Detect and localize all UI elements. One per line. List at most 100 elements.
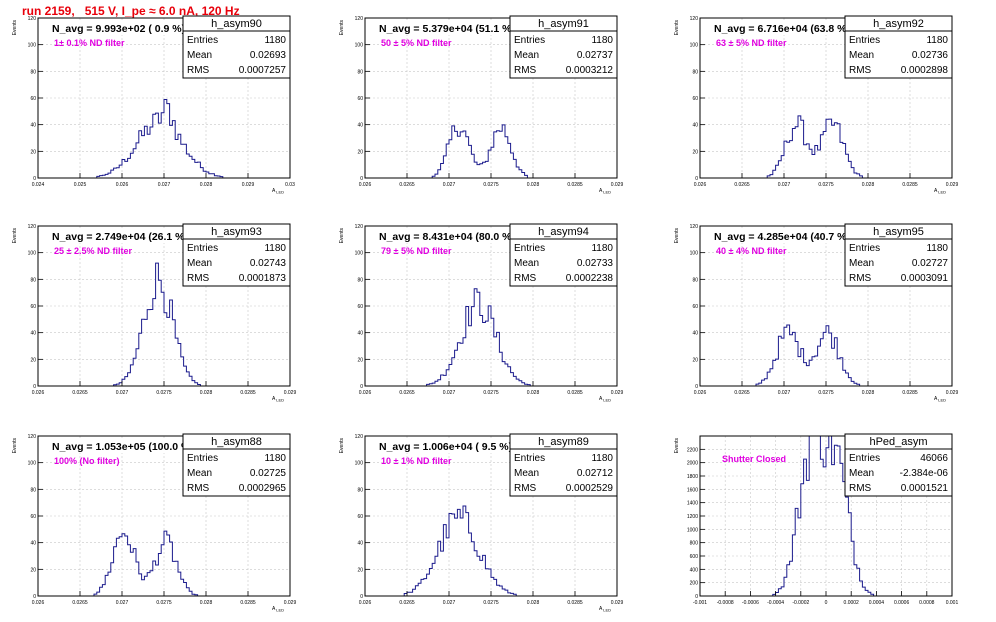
y-tick-label: 20	[30, 149, 36, 155]
histogram-name: h_asym94	[538, 226, 589, 238]
y-axis-label: Events	[674, 438, 680, 454]
x-tick-label: 0.028	[527, 182, 540, 188]
stat-label: RMS	[849, 273, 872, 284]
x-tick-label: 0.027	[116, 600, 129, 606]
x-tick-label: 0.026	[32, 390, 45, 396]
x-tick-label: 0.028	[862, 182, 875, 188]
x-tick-label: -0.0004	[767, 600, 784, 606]
x-tick-label: 0.029	[611, 390, 624, 396]
stat-value: 0.02725	[250, 468, 287, 479]
stat-label: Entries	[849, 35, 880, 46]
stats-box	[182, 15, 291, 79]
histogram-name: h_asym88	[211, 436, 262, 448]
plot-h_asym95: 0.026 0.0265 0.027 0.0275 0.028 0.0285 0.029 0 2…	[674, 223, 959, 403]
x-tick-label: 0.0275	[483, 390, 499, 396]
histogram-name: hPed_asym	[869, 436, 927, 448]
y-tick-label: 20	[692, 357, 698, 363]
navg-box	[368, 439, 533, 453]
x-tick-label: 0.028	[200, 600, 213, 606]
plot-h_asym93: 0.026 0.0265 0.027 0.0275 0.028 0.0285 0.029 0 2…	[12, 223, 296, 403]
x-axis-label: ALED	[272, 396, 284, 403]
stats-box	[509, 15, 618, 79]
annotation-text: 63 ± 5% ND filter	[716, 38, 787, 48]
stat-label: RMS	[187, 65, 210, 76]
x-tick-label: 0.0285	[567, 390, 583, 396]
x-tick-label: 0.0265	[399, 390, 415, 396]
x-axis-label-sub: LED	[276, 190, 284, 195]
stat-value: 1180	[591, 35, 613, 46]
stats-box	[844, 433, 953, 497]
x-tick-label: 0.0285	[567, 600, 583, 606]
y-tick-label: 120	[690, 224, 699, 230]
x-tick-label: 0.026	[359, 390, 372, 396]
x-tick-label: 0.027	[443, 600, 456, 606]
x-tick-label: 0.0008	[919, 600, 935, 606]
x-tick-label: 0.029	[946, 390, 959, 396]
stat-label: RMS	[514, 273, 537, 284]
stat-value: 0.0002965	[239, 483, 287, 494]
y-tick-label: 60	[692, 96, 698, 102]
stat-label: Mean	[514, 50, 539, 61]
stat-label: Mean	[514, 258, 539, 269]
stat-label: Entries	[514, 243, 545, 254]
y-tick-label: 80	[357, 277, 363, 283]
navg-text: N_avg = 8.431e+04 (80.0 %)	[379, 231, 515, 243]
x-tick-label: -0.0008	[717, 600, 734, 606]
y-axis-label: Events	[12, 20, 18, 36]
navg-text: N_avg = 2.749e+04 (26.1 %)	[52, 231, 188, 243]
y-tick-label: 40	[357, 123, 363, 129]
annotation-text: 10 ± 1% ND filter	[381, 456, 452, 466]
navg-text: N_avg = 5.379e+04 (51.1 %)	[379, 23, 515, 35]
annotation-text: 1± 0.1% ND filter	[54, 38, 125, 48]
stat-label: RMS	[849, 65, 872, 76]
stat-label: Mean	[187, 468, 212, 479]
y-tick-label: 0	[33, 176, 36, 182]
stat-value: 0.02733	[577, 258, 614, 269]
run-title: run 2159, 515 V, I_pe ≈ 6.0 nA, 120 Hz	[22, 4, 240, 18]
x-tick-label: 0.0285	[240, 600, 256, 606]
histogram-line	[38, 530, 290, 597]
y-tick-label: 60	[692, 304, 698, 310]
x-tick-label: -0.0002	[792, 600, 809, 606]
x-axis-label-sub: LED	[603, 398, 611, 403]
stats-box	[509, 223, 618, 287]
x-tick-label: 0.028	[862, 390, 875, 396]
y-tick-label: 0	[695, 176, 698, 182]
x-tick-label: 0.028	[527, 390, 540, 396]
stat-label: Entries	[187, 35, 218, 46]
y-tick-label: 1800	[687, 474, 698, 480]
y-tick-label: 60	[30, 96, 36, 102]
x-axis-label-main: A	[272, 188, 276, 194]
stat-value: 0.02712	[577, 468, 614, 479]
y-tick-label: 120	[28, 224, 37, 230]
stat-value: 0.0001521	[901, 483, 949, 494]
y-axis-label: Events	[12, 438, 18, 454]
y-tick-label: 100	[355, 251, 364, 257]
navg-box	[703, 229, 868, 243]
stats-box	[844, 15, 953, 79]
y-axis-label: Events	[339, 228, 345, 244]
y-tick-label: 120	[355, 16, 364, 22]
x-tick-label: 0.024	[32, 182, 45, 188]
stat-value: 1180	[926, 35, 948, 46]
stat-value: 0.02743	[250, 258, 287, 269]
x-tick-label: 0.0275	[818, 390, 834, 396]
x-tick-label: 0.0002	[844, 600, 860, 606]
plot-h_asym90: 0.024 0.025 0.026 0.027 0.028 0.029 0.03 0 20 40 6…	[12, 15, 295, 195]
navg-box	[703, 21, 868, 35]
y-tick-label: 80	[30, 487, 36, 493]
stat-label: Entries	[849, 453, 880, 464]
x-tick-label: 0.027	[443, 182, 456, 188]
y-tick-label: 60	[30, 514, 36, 520]
x-axis-label-sub: LED	[938, 398, 946, 403]
stat-label: Mean	[514, 468, 539, 479]
x-tick-label: 0.029	[946, 182, 959, 188]
x-tick-label: 0.027	[778, 182, 791, 188]
stat-label: Mean	[187, 258, 212, 269]
x-tick-label: 0.028	[200, 182, 213, 188]
stat-label: RMS	[849, 483, 872, 494]
x-axis-label-sub: LED	[276, 398, 284, 403]
x-tick-label: 0.03	[285, 182, 295, 188]
stat-value: 0.0001873	[239, 273, 287, 284]
y-tick-label: 120	[690, 16, 699, 22]
